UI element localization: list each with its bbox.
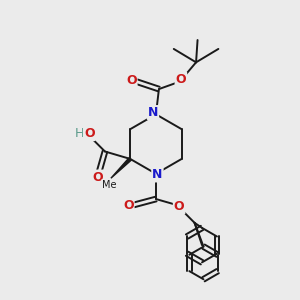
Text: N: N xyxy=(148,106,158,119)
Text: O: O xyxy=(174,200,184,213)
Text: O: O xyxy=(126,74,136,87)
Text: H: H xyxy=(74,128,84,140)
Text: O: O xyxy=(84,127,94,140)
Text: O: O xyxy=(123,199,134,212)
Text: O: O xyxy=(176,73,186,86)
Text: N: N xyxy=(152,169,163,182)
Text: O: O xyxy=(93,170,104,184)
Text: Me: Me xyxy=(102,180,117,190)
Polygon shape xyxy=(111,158,131,178)
